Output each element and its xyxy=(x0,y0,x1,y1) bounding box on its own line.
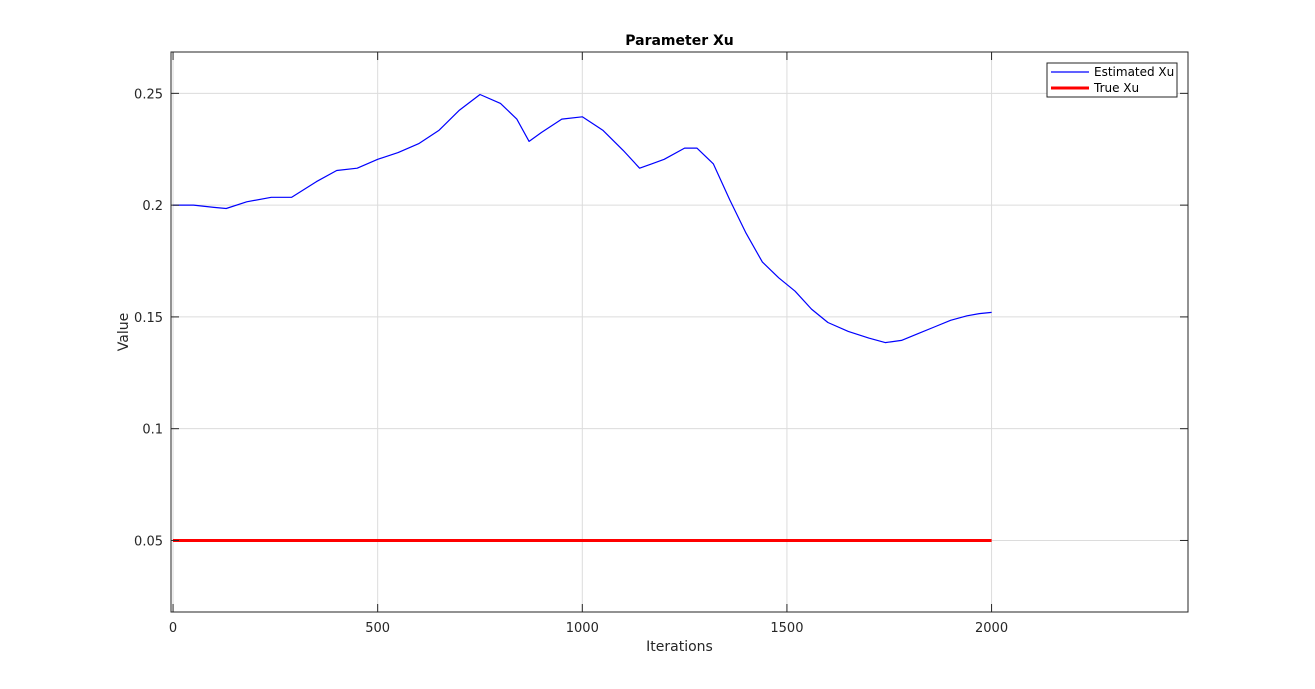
tick-labels: 0 500 1000 1500 2000 0.05 0.1 0.15 0.2 0.25 xyxy=(134,87,1008,636)
x-tick-label: 500 xyxy=(365,621,390,636)
x-tick-label: 1000 xyxy=(566,621,599,636)
tick-marks xyxy=(171,52,1188,612)
y-tick-label: 0.1 xyxy=(142,423,163,438)
plot-area xyxy=(171,52,1188,612)
y-tick-label: 0.2 xyxy=(142,199,163,214)
legend-label-estimated: Estimated Xu xyxy=(1094,65,1174,79)
y-axis-label: Value xyxy=(116,313,132,351)
series-line-estimated-xu xyxy=(173,93,992,344)
y-tick-label: 0.15 xyxy=(134,311,163,326)
x-tick-label: 2000 xyxy=(975,621,1008,636)
x-tick-label: 0 xyxy=(169,621,177,636)
y-tick-label: 0.05 xyxy=(134,534,163,549)
series-layer xyxy=(173,93,992,542)
x-axis-label: Iterations xyxy=(646,639,713,655)
chart-title: Parameter Xu xyxy=(625,33,734,49)
x-tick-label: 1500 xyxy=(770,621,803,636)
axes-frame xyxy=(170,51,1189,613)
legend-box xyxy=(1046,62,1178,98)
legend-label-true: True Xu xyxy=(1093,81,1139,95)
y-tick-label: 0.25 xyxy=(134,87,163,102)
legend: Estimated Xu True Xu xyxy=(1046,62,1178,98)
